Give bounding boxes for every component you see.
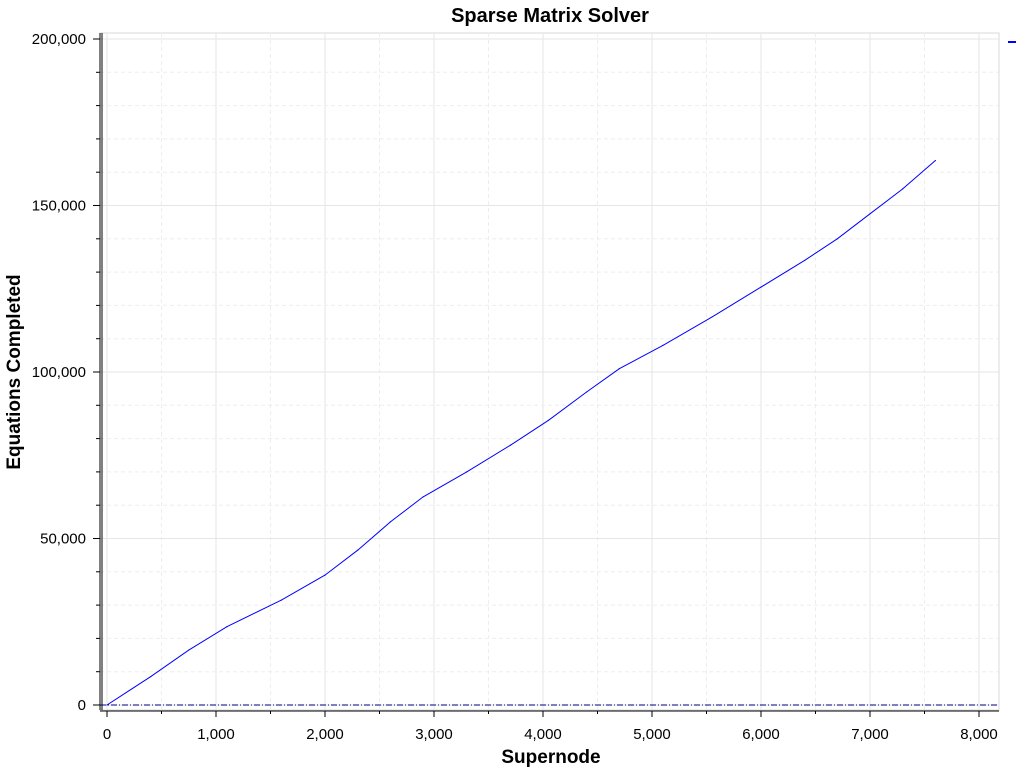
data-point bbox=[280, 599, 282, 601]
x-tick-label: 0 bbox=[103, 726, 111, 743]
series-layer bbox=[100, 159, 999, 706]
x-tick-label: 3,000 bbox=[415, 726, 453, 743]
data-point bbox=[466, 471, 468, 473]
data-point bbox=[934, 159, 937, 162]
data-point bbox=[106, 704, 108, 706]
data-point bbox=[869, 213, 871, 215]
y-axis-label: Equations Completed bbox=[4, 274, 25, 469]
data-point bbox=[389, 521, 391, 523]
data-point bbox=[324, 574, 326, 576]
data-point bbox=[547, 419, 550, 421]
x-tick-label: 8,000 bbox=[960, 726, 998, 743]
x-tick-label: 6,000 bbox=[742, 726, 780, 743]
x-tick-label: 7,000 bbox=[851, 726, 889, 743]
y-tick-label: 50,000 bbox=[40, 531, 86, 548]
data-point bbox=[902, 188, 904, 190]
data-point bbox=[586, 391, 588, 393]
chart-title: Sparse Matrix Solver bbox=[451, 5, 649, 27]
grid bbox=[100, 33, 999, 710]
data-point bbox=[836, 238, 838, 240]
data-point bbox=[760, 286, 762, 288]
data-point bbox=[422, 496, 424, 498]
x-tick-label: 2,000 bbox=[306, 726, 344, 743]
data-point bbox=[618, 368, 620, 370]
y-tick-label: 150,000 bbox=[32, 198, 86, 215]
x-tick-label: 1,000 bbox=[197, 726, 235, 743]
y-tick-label: 200,000 bbox=[32, 31, 86, 48]
x-axis-label: Supernode bbox=[501, 747, 600, 768]
data-point bbox=[711, 316, 713, 318]
data-point bbox=[150, 676, 152, 678]
data-point bbox=[226, 626, 228, 628]
x-tick-label: 4,000 bbox=[524, 726, 562, 743]
data-point bbox=[662, 344, 664, 346]
series-line bbox=[106, 160, 936, 706]
x-axis-ticks: 0 1,000 2,000 3,000 4,000 5,000 6,000 7,000 8,00… bbox=[103, 711, 998, 743]
x-tick-label: 5,000 bbox=[633, 726, 671, 743]
data-point bbox=[357, 549, 359, 551]
data-point bbox=[188, 649, 190, 651]
data-point bbox=[509, 444, 511, 446]
y-tick-label: 100,000 bbox=[32, 364, 86, 381]
y-tick-label: 0 bbox=[78, 697, 86, 714]
data-point bbox=[804, 259, 806, 262]
y-axis-ticks: 0 50,000 100,000 150,000 200,000 bbox=[32, 31, 100, 714]
